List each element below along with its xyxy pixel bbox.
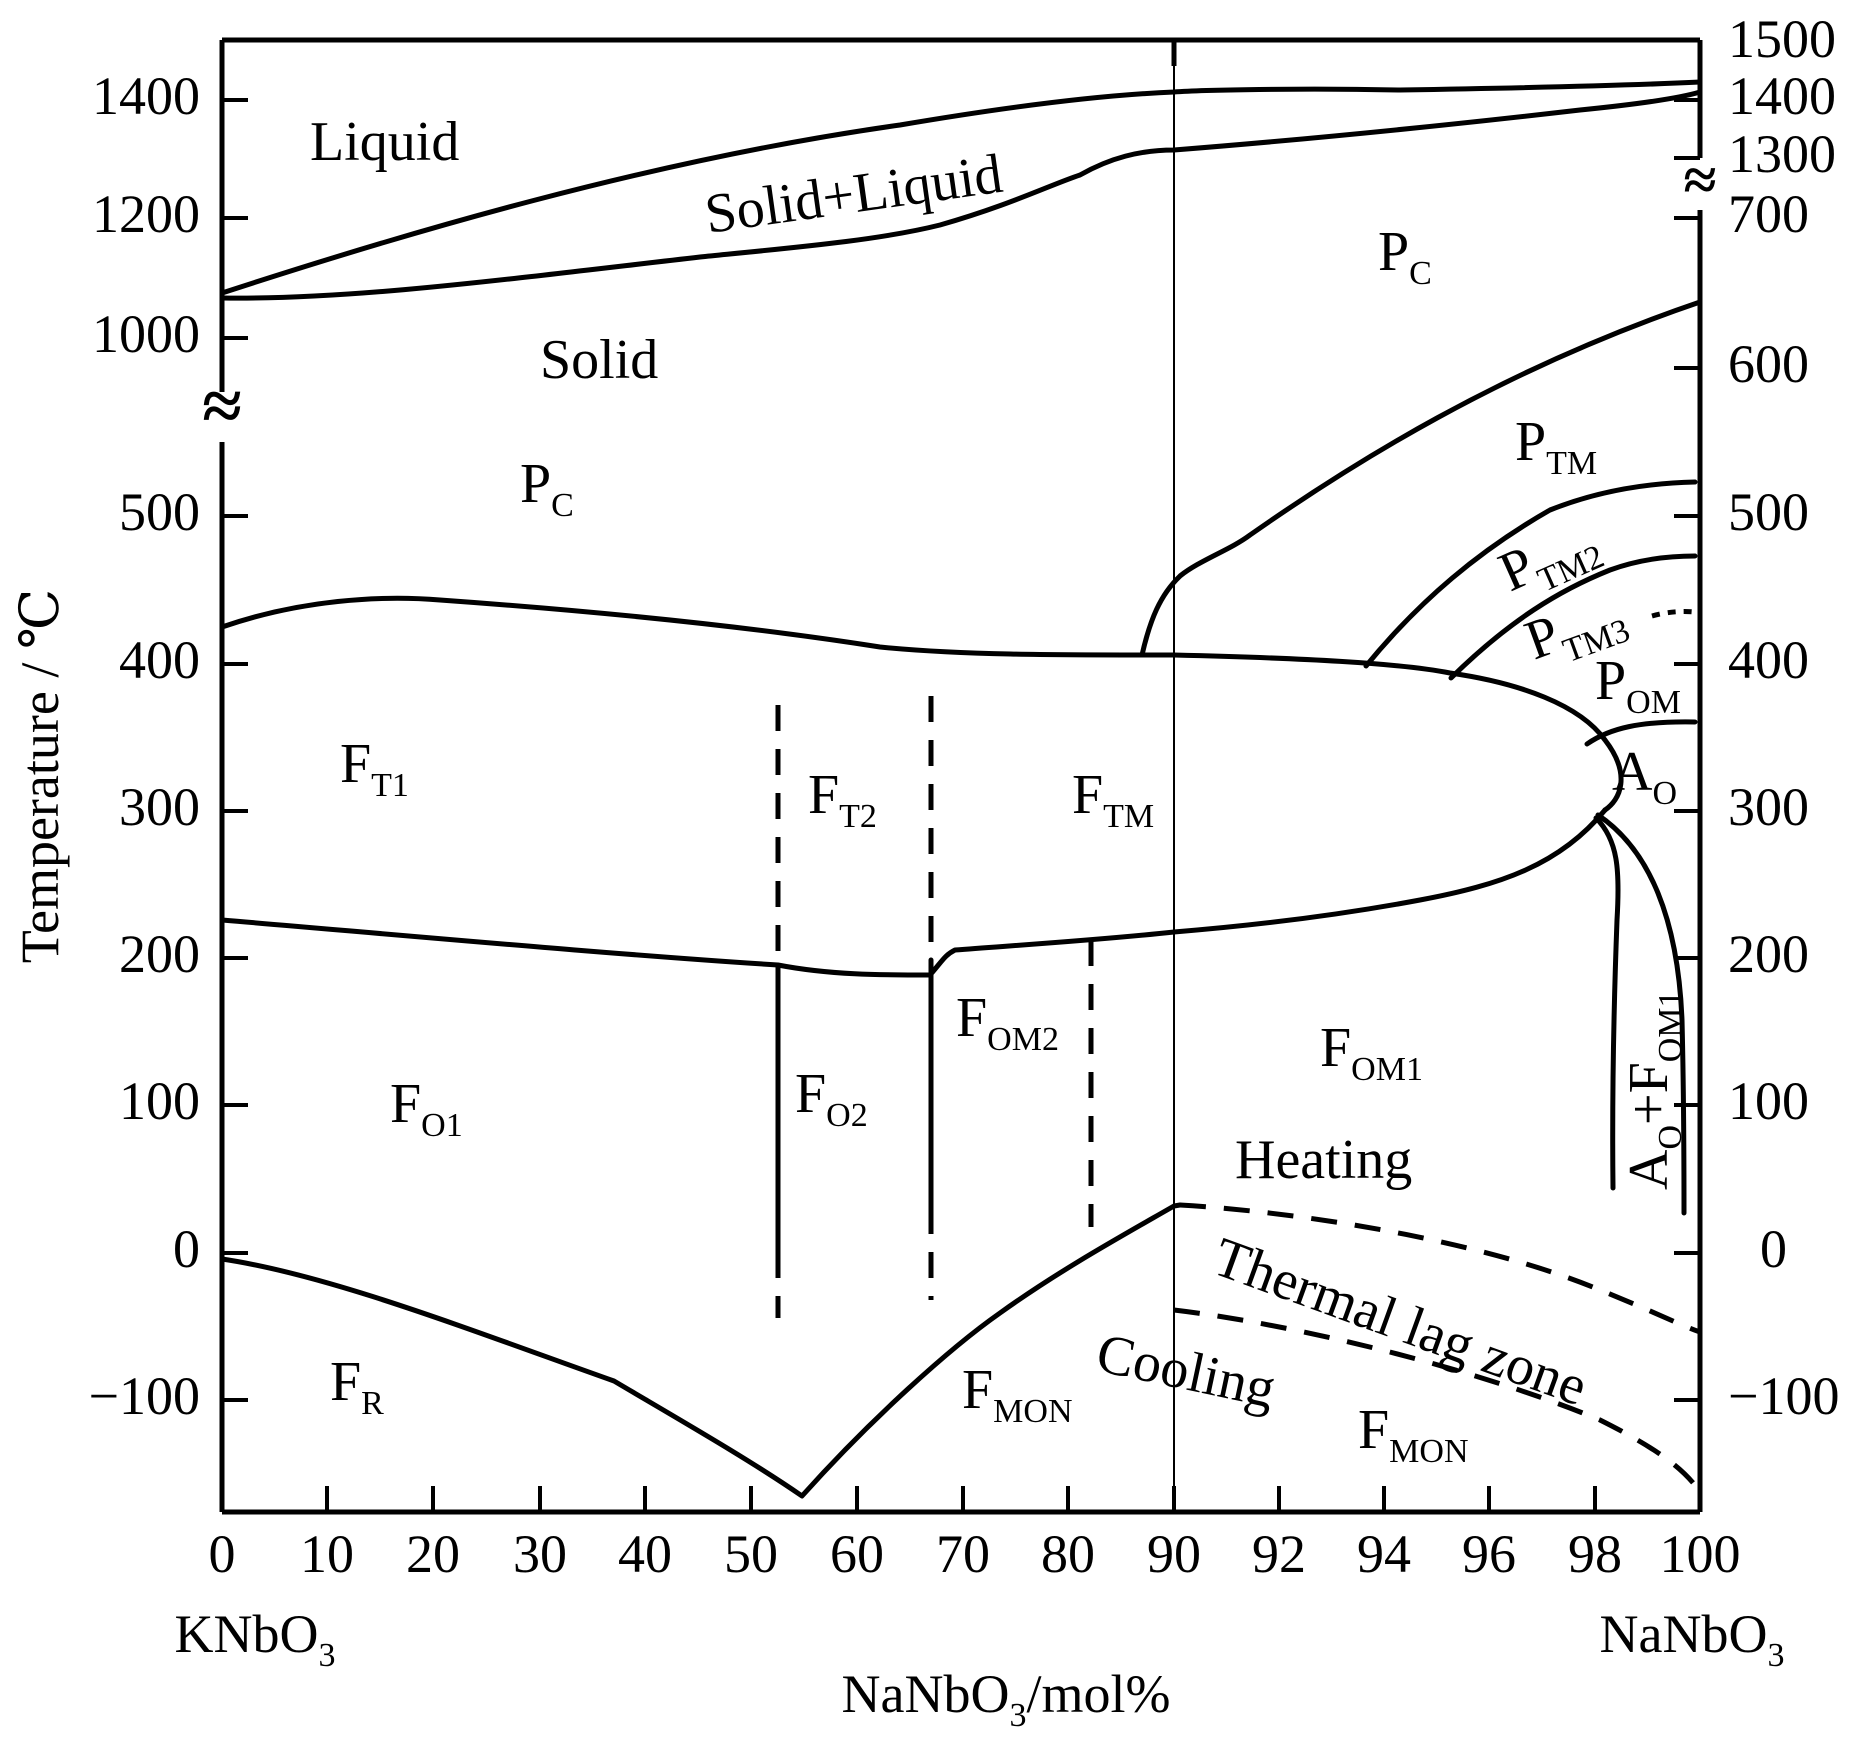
liquidus-line — [219, 79, 1703, 296]
y-left-tick-1200: 1200 — [92, 184, 200, 244]
region-pc-left: PC — [520, 453, 574, 524]
annotations: Heating Cooling Thermal lag zone — [1091, 1129, 1595, 1420]
y-left-tick-1000: 1000 — [92, 304, 200, 364]
heating-label: Heating — [1235, 1129, 1412, 1191]
region-fo2: FO2 — [795, 1063, 868, 1134]
region-ftm: FTM — [1072, 764, 1154, 835]
x-tick-0: 0 — [209, 1524, 236, 1584]
ptm-ptm2-line — [1363, 479, 1698, 669]
region-pc-right: PC — [1378, 221, 1432, 292]
region-liquid: Liquid — [310, 111, 459, 173]
left-axis-break-icon: ≈ — [202, 366, 242, 446]
pom-ao-line — [1584, 719, 1698, 747]
x-tick-80: 80 — [1041, 1524, 1095, 1584]
x-tick-60: 60 — [830, 1524, 884, 1584]
y-left-tick-100: 100 — [119, 1071, 200, 1131]
dashed-boundaries — [775, 40, 1703, 1494]
y-right-tick-700: 700 — [1728, 184, 1809, 244]
region-ft1: FT1 — [340, 733, 409, 804]
right-y-tick-labels: 1500 1400 1300 700 600 500 400 300 200 1… — [1728, 9, 1839, 1426]
heating-dashed-line — [1179, 1202, 1701, 1335]
region-labels: Liquid Solid+Liquid Solid PC PC PTM PTM2… — [310, 111, 1689, 1470]
x-tick-90: 90 — [1147, 1524, 1201, 1584]
y-right-tick-1400: 1400 — [1728, 66, 1836, 126]
left-endmember-label: KNbO3 — [175, 1604, 336, 1674]
region-pom: POM — [1595, 650, 1681, 721]
y-right-tick-500: 500 — [1728, 482, 1809, 542]
ptm2-ptm3-line — [1448, 553, 1698, 681]
x-tick-30: 30 — [513, 1524, 567, 1584]
x-tick-92: 92 — [1252, 1524, 1306, 1584]
tetragonal-orthorhombic-line — [219, 807, 1608, 978]
y-right-tick-600: 600 — [1728, 334, 1809, 394]
tm-boundary-line — [1139, 299, 1703, 658]
region-solid-liquid: Solid+Liquid — [701, 143, 1006, 246]
region-solid: Solid — [540, 329, 658, 391]
y-left-tick-minus100: −100 — [89, 1366, 200, 1426]
x-tick-40: 40 — [618, 1524, 672, 1584]
y-right-tick-1500: 1500 — [1728, 9, 1836, 69]
region-ao-fom1: AO+FOM1 — [1618, 990, 1689, 1190]
y-axis-title: Temperature / ℃ — [10, 589, 70, 963]
region-fr: FR — [330, 1351, 384, 1422]
x-tick-98: 98 — [1568, 1524, 1622, 1584]
region-fmon-right: FMON — [1358, 1399, 1469, 1470]
x-tick-96: 96 — [1462, 1524, 1516, 1584]
y-right-tick-300: 300 — [1728, 777, 1809, 837]
region-fom1: FOM1 — [1320, 1017, 1423, 1088]
y-left-tick-1400: 1400 — [92, 66, 200, 126]
region-ao: AO — [1612, 741, 1677, 812]
y-left-tick-300: 300 — [119, 777, 200, 837]
region-fom2: FOM2 — [956, 987, 1059, 1058]
left-y-tick-labels: 1400 1200 1000 500 400 300 200 100 0 −10… — [89, 66, 200, 1426]
orthorhombic-rhombohedral-line — [219, 1202, 1183, 1499]
y-right-tick-1300: 1300 — [1728, 124, 1836, 184]
y-right-tick-200: 200 — [1728, 924, 1809, 984]
solidus-line — [219, 89, 1703, 301]
x-axis-title: NaNbO3/mol% — [842, 1664, 1171, 1734]
y-right-tick-400: 400 — [1728, 630, 1809, 690]
y-right-tick-100: 100 — [1728, 1071, 1809, 1131]
y-left-tick-400: 400 — [119, 630, 200, 690]
ptm3-pom-line — [1651, 609, 1696, 619]
region-fmon-left: FMON — [962, 1359, 1073, 1430]
x-tick-94: 94 — [1357, 1524, 1411, 1584]
x-tick-50: 50 — [724, 1524, 778, 1584]
y-axis-ticks — [222, 38, 1700, 1402]
plot-frame — [219, 37, 1703, 1515]
x-tick-10: 10 — [300, 1524, 354, 1584]
x-tick-20: 20 — [406, 1524, 460, 1584]
y-left-tick-500: 500 — [119, 482, 200, 542]
cubic-tetragonal-line — [219, 595, 1624, 813]
phase-boundaries — [219, 79, 1703, 1499]
y-right-tick-0: 0 — [1760, 1219, 1787, 1279]
x-tick-labels: 0 10 20 30 40 50 60 70 80 90 92 94 96 98… — [209, 1524, 1741, 1584]
y-left-tick-0: 0 — [173, 1219, 200, 1279]
ao-fom1-left-line — [1593, 815, 1621, 1191]
region-fo1: FO1 — [390, 1073, 463, 1144]
right-endmember-label: NaNbO3 — [1600, 1604, 1785, 1674]
ao-fom1-right-line — [1595, 812, 1687, 1216]
cooling-label: Cooling — [1091, 1322, 1280, 1420]
cooling-dashed-line — [1173, 1307, 1703, 1494]
y-left-tick-200: 200 — [119, 924, 200, 984]
region-ptm: PTM — [1515, 411, 1597, 482]
region-ptm2: PTM2 — [1490, 507, 1609, 612]
x-axis-ticks — [220, 1486, 1702, 1512]
region-ft2: FT2 — [808, 764, 877, 835]
x-tick-100: 100 — [1660, 1524, 1741, 1584]
y-right-tick-minus100: −100 — [1728, 1366, 1839, 1426]
x-tick-70: 70 — [936, 1524, 990, 1584]
